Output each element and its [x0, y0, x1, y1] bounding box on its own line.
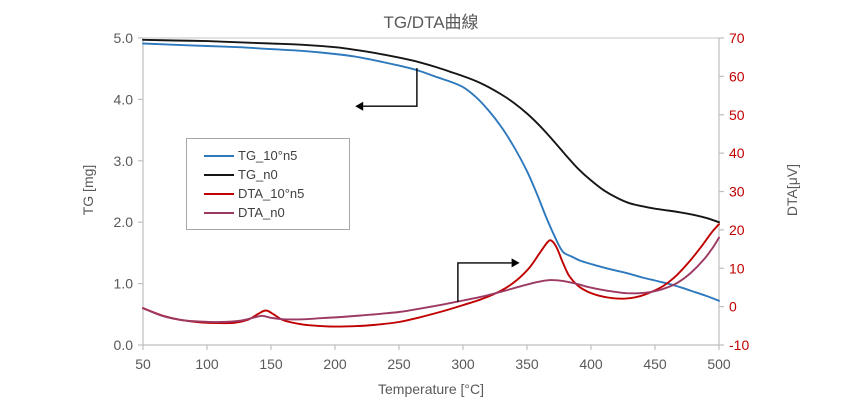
- legend-line-swatch: [204, 211, 234, 214]
- x-tick-label: 100: [195, 356, 219, 372]
- left-tick-label: 0.0: [114, 337, 134, 353]
- left-axis-title: TG [mg]: [80, 164, 96, 216]
- series-line-3[interactable]: [142, 236, 720, 323]
- right-tick-label: 60: [729, 68, 745, 84]
- legend-line-swatch: [204, 154, 234, 157]
- right-tick-label: 20: [729, 222, 745, 238]
- legend-label: DTA_10°n5: [238, 186, 305, 201]
- legend-item-0[interactable]: TG_10°n5: [187, 146, 349, 165]
- left-tick-label: 4.0: [114, 91, 134, 107]
- left-tick-label: 3.0: [114, 153, 134, 169]
- right-tick-label: 50: [729, 107, 745, 123]
- series-line-1[interactable]: [142, 38, 720, 224]
- x-tick-label: 500: [707, 356, 731, 372]
- legend-line-swatch: [204, 173, 234, 176]
- right-tick-label: 70: [729, 30, 745, 46]
- series-line-2[interactable]: [142, 223, 720, 328]
- dta-axis-pointer-arrowhead-icon: [511, 258, 520, 268]
- legend: TG_10°n5 TG_n0 DTA_10°n5 DTA_n0: [186, 138, 350, 230]
- dta-axis-pointer: [457, 262, 512, 302]
- legend-label: DTA_n0: [238, 205, 285, 220]
- right-tick-label: 0: [729, 299, 737, 315]
- tg-axis-pointer-arrowhead-icon: [355, 101, 364, 111]
- x-tick-label: 350: [515, 356, 539, 372]
- chart-title: TG/DTA曲線: [383, 13, 479, 32]
- x-tick-label: 300: [451, 356, 475, 372]
- legend-item-1[interactable]: TG_n0: [187, 165, 349, 184]
- tg-axis-pointer: [363, 68, 418, 107]
- legend-label: TG_10°n5: [238, 148, 298, 163]
- x-tick-label: 450: [643, 356, 667, 372]
- right-tick-label: -10: [729, 337, 749, 353]
- series-line-0[interactable]: [142, 42, 720, 302]
- x-axis-title: Temperature [°C]: [378, 381, 484, 397]
- x-tick-label: 250: [387, 356, 411, 372]
- right-axis-title: DTA[μV]: [784, 163, 800, 217]
- left-tick-label: 2.0: [114, 214, 134, 230]
- right-tick-label: 10: [729, 260, 745, 276]
- x-tick-label: 400: [579, 356, 603, 372]
- x-tick-label: 200: [323, 356, 347, 372]
- legend-label: TG_n0: [238, 167, 278, 182]
- left-tick-label: 5.0: [114, 30, 134, 46]
- legend-line-swatch: [204, 192, 234, 195]
- x-tick-label: 150: [259, 356, 283, 372]
- left-tick-label: 1.0: [114, 276, 134, 292]
- legend-item-2[interactable]: DTA_10°n5: [187, 184, 349, 203]
- right-tick-label: 40: [729, 145, 745, 161]
- legend-item-3[interactable]: DTA_n0: [187, 203, 349, 222]
- right-tick-label: 30: [729, 184, 745, 200]
- x-tick-label: 50: [135, 356, 151, 372]
